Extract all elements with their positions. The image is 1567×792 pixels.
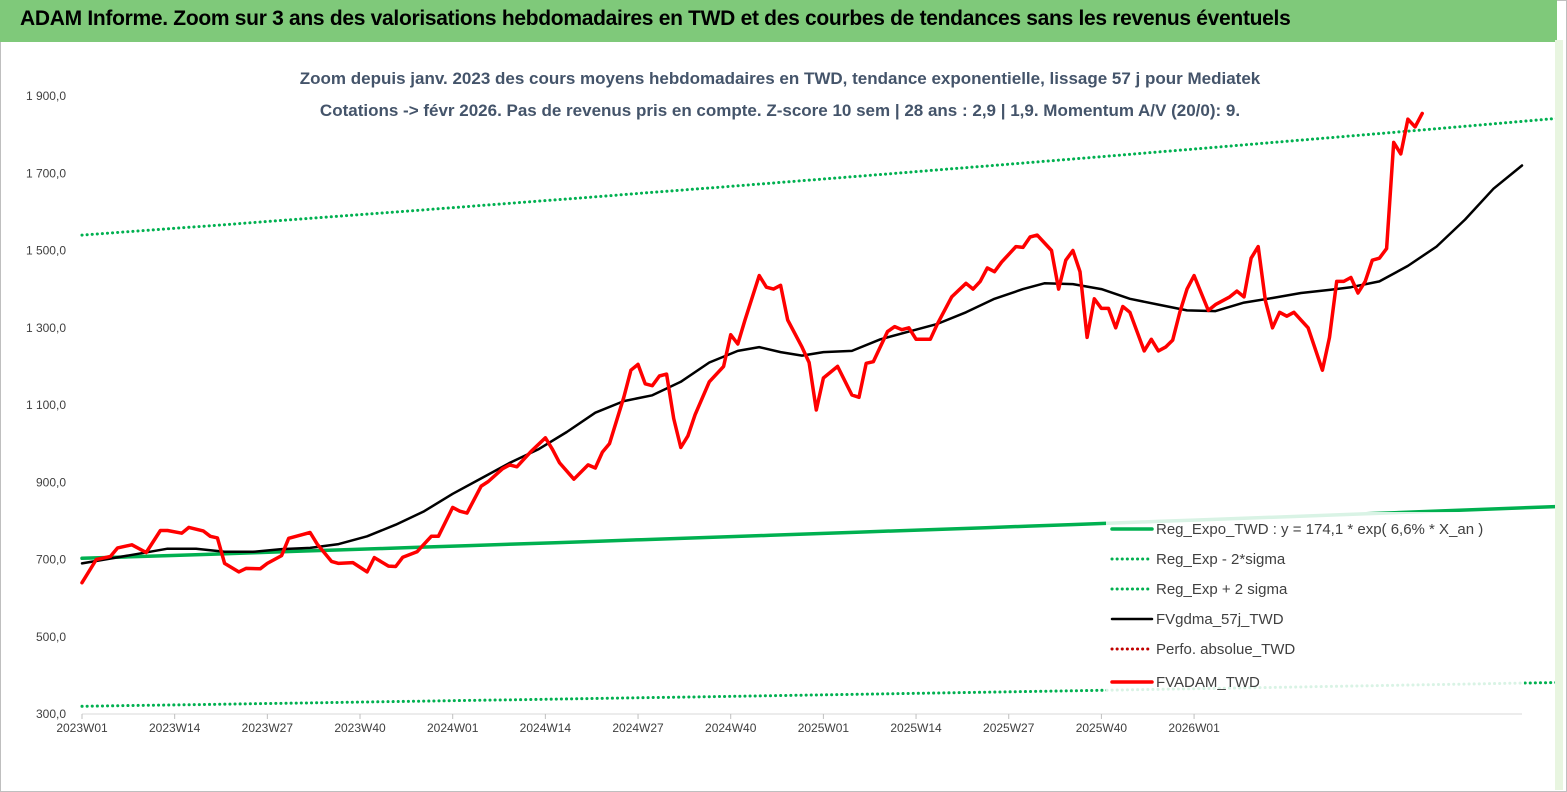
x-tick-label: 2024W14 xyxy=(520,721,572,735)
report-title: ADAM Informe. Zoom sur 3 ans des valoris… xyxy=(20,7,1291,30)
y-tick-label: 700,0 xyxy=(36,553,66,567)
x-tick-label: 2025W01 xyxy=(798,721,850,735)
gdma-57j-series xyxy=(80,164,1524,565)
x-tick-label: 2024W40 xyxy=(705,721,757,735)
x-tick-label: 2025W40 xyxy=(1076,721,1128,735)
x-tick-label: 2026W01 xyxy=(1168,721,1220,735)
x-axis: 2023W01 2023W14 2023W27 2023W40 2024W01 2024W… xyxy=(56,713,1522,735)
legend-label: Reg_Exp + 2 sigma xyxy=(1156,581,1288,598)
plot-area xyxy=(80,111,1555,708)
x-tick-label: 2024W01 xyxy=(427,721,479,735)
legend-label: FVADAM_TWD xyxy=(1156,674,1260,691)
y-tick-label: 1 500,0 xyxy=(26,244,66,258)
chart-subtitle-line-1: Zoom depuis janv. 2023 des cours moyens … xyxy=(300,69,1261,88)
x-tick-label: 2025W14 xyxy=(890,721,942,735)
chart-subtitle-line-2: Cotations -> févr 2026. Pas de revenus p… xyxy=(320,101,1240,120)
chart-svg: Zoom depuis janv. 2023 des cours moyens … xyxy=(26,69,1555,735)
x-tick-label: 2023W14 xyxy=(149,721,201,735)
legend-label: FVgdma_57j_TWD xyxy=(1156,611,1284,628)
y-tick-label: 1 900,0 xyxy=(26,89,66,103)
upper-2sigma-series xyxy=(80,117,1555,237)
x-tick-label: 2025W27 xyxy=(983,721,1035,735)
y-tick-label: 1 300,0 xyxy=(26,321,66,335)
legend-box xyxy=(1106,512,1524,698)
y-tick-label: 300,0 xyxy=(36,707,66,721)
fvadam-price-series xyxy=(80,111,1424,585)
y-tick-label: 900,0 xyxy=(36,475,66,489)
exponential-trend-series xyxy=(80,504,1555,561)
legend-label: Perfo. absolue_TWD xyxy=(1156,641,1295,658)
side-strip xyxy=(1555,40,1563,790)
legend-label: Reg_Exp - 2*sigma xyxy=(1156,551,1286,568)
y-tick-label: 1 700,0 xyxy=(26,166,66,180)
y-tick-label: 1 100,0 xyxy=(26,398,66,412)
y-axis: 300,0 500,0 700,0 900,0 1 100,0 1 300,0 1 500,… xyxy=(26,89,66,721)
y-tick-label: 500,0 xyxy=(36,630,66,644)
x-tick-label: 2023W40 xyxy=(334,721,386,735)
legend: Reg_Expo_TWD : y = 174,1 * exp( 6,6% * X… xyxy=(1106,512,1524,698)
title-banner: ADAM Informe. Zoom sur 3 ans des valoris… xyxy=(0,0,1557,42)
legend-label: Reg_Expo_TWD : y = 174,1 * exp( 6,6% * X… xyxy=(1156,521,1483,538)
x-tick-label: 2023W27 xyxy=(242,721,294,735)
x-tick-label: 2023W01 xyxy=(56,721,108,735)
x-tick-label: 2024W27 xyxy=(612,721,664,735)
